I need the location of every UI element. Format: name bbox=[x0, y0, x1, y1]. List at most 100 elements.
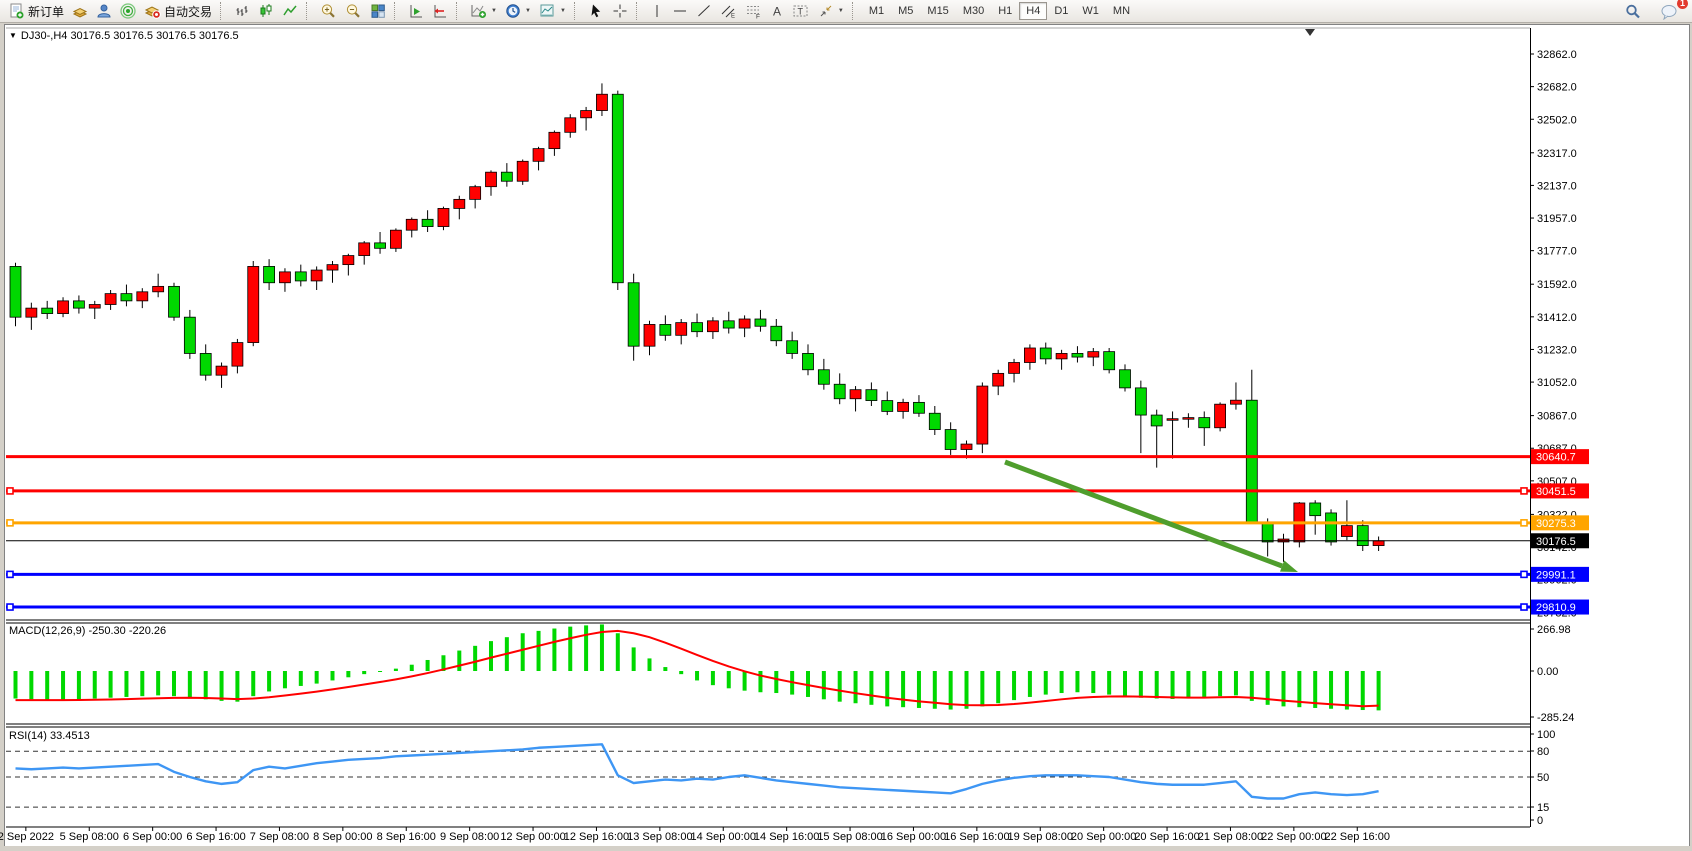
candle-body bbox=[1087, 351, 1100, 358]
periods-button[interactable]: ▼ bbox=[501, 1, 535, 21]
candle-body bbox=[263, 266, 276, 284]
timeframe-M30[interactable]: M30 bbox=[962, 5, 985, 17]
hline-handle bbox=[1520, 603, 1528, 611]
hline-handle bbox=[1520, 519, 1528, 527]
price-line-badge-label: 29991.1 bbox=[1536, 569, 1576, 581]
macd-hist-bar bbox=[948, 671, 953, 710]
candle-body bbox=[374, 242, 386, 249]
hline-handle bbox=[6, 519, 14, 527]
macd-hist-bar bbox=[1170, 671, 1175, 700]
candle-body bbox=[1150, 414, 1163, 427]
candle-body bbox=[9, 266, 22, 318]
macd-hist-bar bbox=[1281, 671, 1286, 707]
arrows-tool-button[interactable]: ▼ bbox=[814, 1, 848, 21]
zoom-out-button[interactable] bbox=[341, 1, 366, 21]
macd-hist-bar bbox=[251, 671, 256, 697]
time-axis-label: 8 Sep 16:00 bbox=[377, 831, 436, 843]
line-chart-icon bbox=[283, 5, 297, 16]
rsi-axis-tick: 15 bbox=[1537, 802, 1549, 814]
hline-handle bbox=[6, 487, 14, 495]
candle-body bbox=[199, 353, 212, 376]
macd-hist-bar bbox=[584, 625, 589, 671]
candle-body bbox=[104, 293, 117, 305]
candle-body bbox=[405, 218, 418, 231]
macd-hist-bar bbox=[647, 658, 652, 671]
candle-body bbox=[1024, 347, 1036, 363]
time-axis-label: 13 Sep 08:00 bbox=[627, 831, 692, 843]
cursor-tool-button[interactable] bbox=[584, 1, 608, 21]
macd-hist-bar bbox=[806, 671, 810, 697]
macd-hist-bar bbox=[61, 671, 66, 701]
channel-tool-button[interactable]: E bbox=[716, 1, 741, 21]
zoom-in-button[interactable] bbox=[316, 1, 341, 21]
candle-body bbox=[992, 372, 1005, 387]
candle-body bbox=[168, 285, 180, 318]
candle-body bbox=[1356, 525, 1369, 546]
timeframe-H1[interactable]: H1 bbox=[998, 5, 1013, 17]
timeframe-H4[interactable]: H4 bbox=[1019, 2, 1048, 20]
arrows-icon bbox=[820, 5, 832, 17]
candle-body bbox=[1309, 502, 1322, 517]
macd-hist-bar bbox=[441, 655, 446, 671]
macd-hist-bar bbox=[1233, 671, 1238, 696]
timeframe-M5[interactable]: M5 bbox=[898, 5, 914, 17]
new-order-button[interactable]: 新订单 bbox=[4, 1, 68, 21]
candle-body bbox=[738, 318, 751, 329]
quotes-button[interactable] bbox=[68, 1, 92, 21]
signals-button[interactable] bbox=[116, 1, 140, 21]
timeframe-M1[interactable]: M1 bbox=[868, 5, 885, 17]
macd-hist-bar bbox=[742, 671, 747, 691]
timeframe-D1[interactable]: D1 bbox=[1054, 5, 1069, 17]
toolbar-separator bbox=[573, 2, 581, 20]
trendline-icon bbox=[698, 5, 710, 17]
chat-button[interactable]: 1 bbox=[1656, 0, 1688, 21]
horizontal-line-icon bbox=[673, 10, 686, 12]
macd-hist-bar bbox=[916, 671, 921, 708]
candle-body bbox=[786, 340, 799, 354]
candle-body bbox=[469, 186, 482, 200]
auto-scroll-button[interactable] bbox=[404, 1, 428, 21]
candle-body bbox=[1325, 512, 1337, 543]
macd-hist-bar bbox=[599, 624, 604, 671]
timeframe-W1[interactable]: W1 bbox=[1082, 5, 1099, 17]
horizontal-line-tool-button[interactable] bbox=[668, 1, 692, 21]
macd-hist-bar bbox=[124, 671, 129, 697]
candle-body bbox=[25, 307, 38, 318]
vertical-line-tool-button[interactable] bbox=[646, 1, 668, 21]
trendline-tool-button[interactable] bbox=[692, 1, 716, 21]
line-chart-button[interactable] bbox=[278, 1, 302, 21]
timeframe-M15[interactable]: M15 bbox=[927, 5, 949, 17]
candle-body bbox=[532, 148, 545, 162]
chat-bubble-icon bbox=[1661, 4, 1677, 20]
timeframe-MN[interactable]: MN bbox=[1112, 5, 1131, 17]
indicators-button[interactable]: ▼ bbox=[466, 1, 501, 21]
toolbar-separator bbox=[394, 2, 401, 20]
macd-hist-bar bbox=[1265, 671, 1270, 705]
auto-trading-button[interactable]: 自动交易 bbox=[140, 1, 216, 21]
macd-hist-bar bbox=[1012, 671, 1017, 701]
candle-body bbox=[976, 385, 989, 445]
symbol-dropdown-icon[interactable]: ▼ bbox=[9, 31, 17, 40]
chart-shift-button[interactable] bbox=[428, 1, 452, 21]
chart-window[interactable] bbox=[4, 24, 1690, 847]
templates-button[interactable]: ▼ bbox=[535, 1, 570, 21]
fibonacci-tool-button[interactable]: F bbox=[741, 1, 766, 21]
tile-windows-button[interactable] bbox=[366, 1, 390, 21]
bar-chart-button[interactable] bbox=[230, 1, 254, 21]
price-axis-tick: 31052.0 bbox=[1537, 377, 1577, 389]
new-order-icon bbox=[10, 3, 24, 19]
crosshair-tool-button[interactable] bbox=[608, 1, 632, 21]
candle-body bbox=[120, 293, 133, 302]
candle-body bbox=[516, 160, 529, 182]
candle-body bbox=[231, 342, 244, 367]
search-button[interactable] bbox=[1620, 1, 1646, 21]
macd-hist-bar bbox=[267, 671, 272, 692]
text-tool-button[interactable]: A bbox=[766, 1, 788, 21]
candlestick-chart-button[interactable] bbox=[254, 1, 278, 21]
candle-body bbox=[770, 325, 783, 342]
community-button[interactable] bbox=[92, 1, 116, 21]
candle-body bbox=[57, 300, 69, 314]
time-axis-label: 12 Sep 00:00 bbox=[500, 831, 565, 843]
label-tool-button[interactable]: T bbox=[788, 1, 814, 21]
